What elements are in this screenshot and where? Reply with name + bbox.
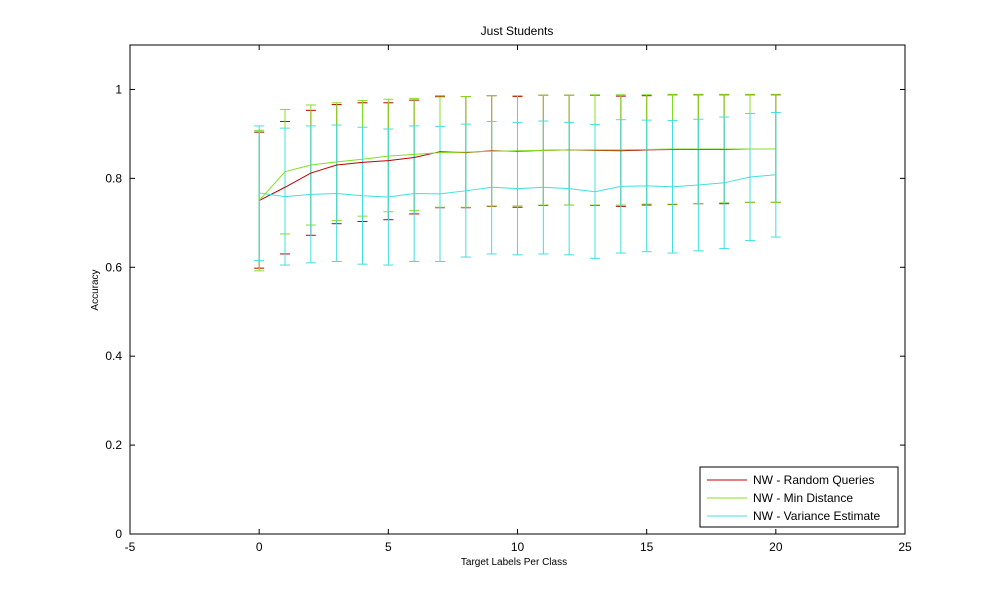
y-axis-label: Accuracy bbox=[90, 269, 101, 310]
x-tick-label: -5 bbox=[125, 540, 136, 554]
legend-label-variance-estimate: NW - Variance Estimate bbox=[753, 509, 880, 523]
x-tick-label: 10 bbox=[511, 540, 525, 554]
chart-title: Just Students bbox=[481, 24, 554, 38]
x-tick-label: 25 bbox=[898, 540, 912, 554]
x-tick-label: 0 bbox=[256, 540, 263, 554]
x-tick-label: 15 bbox=[640, 540, 654, 554]
legend-label-random-queries: NW - Random Queries bbox=[753, 473, 874, 487]
series-line-nw-min-distance bbox=[258, 148, 776, 201]
y-tick-label: 0 bbox=[115, 527, 122, 541]
x-axis-label: Target Labels Per Class bbox=[461, 557, 567, 568]
series-line-nw-variance-estimate bbox=[259, 174, 776, 198]
legend-box bbox=[699, 466, 899, 528]
y-tick-label: 0.8 bbox=[105, 171, 122, 185]
y-tick-label: 0.4 bbox=[105, 349, 122, 363]
x-tick-label: 20 bbox=[769, 540, 783, 554]
legend: NW - Random Queries NW - Min Distance NW… bbox=[699, 466, 899, 528]
series-lines bbox=[258, 148, 776, 202]
legend-label-min-distance: NW - Min Distance bbox=[753, 491, 853, 505]
y-tick-label: 0.6 bbox=[105, 260, 122, 274]
y-tick-label: 0.2 bbox=[105, 438, 122, 452]
x-tick-label: 5 bbox=[385, 540, 392, 554]
y-tick-label: 1 bbox=[115, 82, 122, 96]
